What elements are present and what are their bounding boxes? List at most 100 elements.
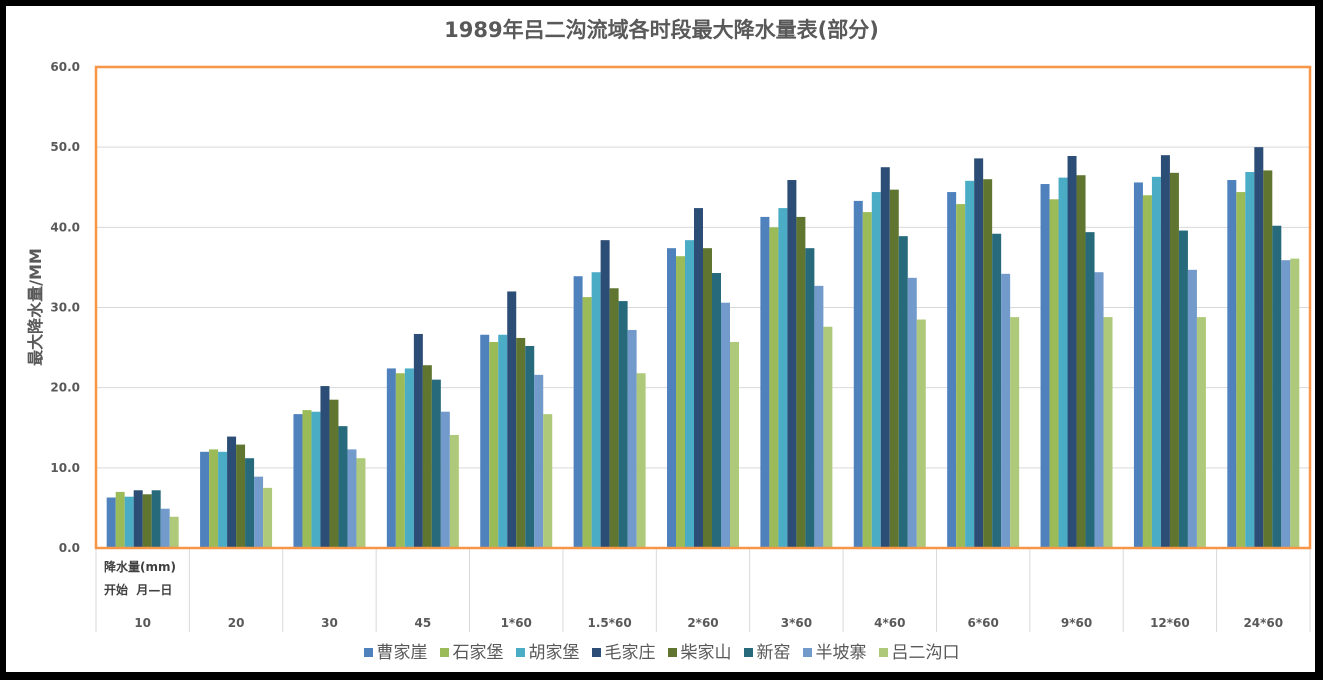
bar-半坡寨-6*60: [1001, 273, 1011, 548]
x-category-label: 24*60: [1243, 616, 1283, 630]
legend-item: 半坡寨: [802, 642, 867, 664]
bar-胡家堡-45: [404, 368, 414, 548]
bar-曹家崖-20: [200, 451, 210, 548]
bar-毛家庄-6*60: [974, 158, 984, 548]
bar-毛家庄-30: [320, 386, 330, 548]
bar-半坡寨-20: [254, 476, 264, 548]
bar-半坡寨-24*60: [1281, 260, 1291, 548]
bar-新窑-12*60: [1178, 230, 1188, 549]
bar-新窑-30: [338, 426, 348, 548]
bar-毛家庄-1*60: [507, 291, 517, 548]
bar-柴家山-4*60: [889, 189, 899, 548]
bar-毛家庄-45: [413, 333, 423, 548]
bar-柴家山-1.5*60: [609, 288, 619, 548]
x-category-label: 9*60: [1061, 616, 1092, 630]
table-row-label-rainfall: 降水量(mm): [104, 560, 176, 574]
bar-半坡寨-2*60: [721, 302, 730, 548]
bar-新窑-3*60: [805, 248, 815, 548]
plot-area-border: [94, 65, 1312, 550]
legend-label: 柴家山: [680, 643, 732, 663]
bar-毛家庄-24*60: [1254, 147, 1264, 548]
x-category-label: 2*60: [687, 616, 718, 630]
bar-胡家堡-20: [218, 451, 228, 548]
bar-毛家庄-2*60: [694, 208, 703, 549]
bar-吕二沟口-1.5*60: [636, 373, 646, 548]
table-row-label-start-date: 开始 月—日: [104, 583, 173, 597]
bar-曹家崖-2*60: [667, 248, 676, 548]
legend-swatch: [667, 648, 677, 657]
bar-半坡寨-3*60: [814, 285, 824, 548]
legend-label: 曹家崖: [376, 643, 428, 663]
bar-柴家山-12*60: [1169, 172, 1179, 548]
bar-石家堡-12*60: [1142, 195, 1152, 548]
legend-item: 吕二沟口: [878, 642, 960, 664]
y-tick-label: 10.0: [50, 461, 80, 475]
y-tick-label: 60.0: [50, 60, 80, 74]
bar-胡家堡-1*60: [498, 334, 508, 548]
legend-item: 柴家山: [667, 642, 732, 664]
bar-胡家堡-2*60: [685, 240, 694, 548]
bar-吕二沟口-10: [169, 516, 179, 548]
x-category-label: 4*60: [874, 616, 905, 630]
bar-半坡寨-12*60: [1187, 269, 1197, 548]
bar-柴家山-30: [329, 399, 339, 548]
bar-新窑-45: [431, 379, 441, 548]
bar-半坡寨-1.5*60: [627, 329, 637, 548]
legend-label: 新窑: [756, 643, 791, 663]
bar-胡家堡-12*60: [1151, 176, 1161, 548]
legend-label: 吕二沟口: [891, 643, 960, 663]
bar-吕二沟口-4*60: [916, 319, 926, 548]
bar-石家堡-9*60: [1049, 199, 1059, 548]
legend-swatch: [439, 648, 449, 657]
bar-胡家堡-9*60: [1058, 177, 1068, 548]
legend-swatch: [591, 648, 601, 657]
bar-吕二沟口-45: [449, 434, 459, 548]
bar-石家堡-10: [115, 491, 125, 548]
legend-swatch: [515, 648, 525, 657]
legend-item: 石家堡: [439, 642, 504, 664]
bar-曹家崖-30: [293, 414, 303, 548]
y-tick-label: 20.0: [50, 381, 80, 395]
x-category-label: 1*60: [501, 616, 532, 630]
legend-item: 曹家崖: [363, 642, 428, 664]
legend-item: 新窑: [743, 642, 791, 664]
bar-吕二沟口-24*60: [1290, 258, 1300, 548]
bar-柴家山-3*60: [796, 216, 806, 548]
bar-吕二沟口-12*60: [1196, 317, 1206, 548]
legend-label: 胡家堡: [528, 643, 580, 663]
bar-吕二沟口-20: [263, 487, 273, 548]
bar-柴家山-1*60: [516, 337, 526, 548]
bar-曹家崖-1*60: [480, 334, 490, 548]
legend-label: 毛家庄: [604, 643, 656, 663]
bar-新窑-6*60: [992, 233, 1002, 548]
bar-吕二沟口-6*60: [1010, 317, 1020, 548]
bar-石家堡-45: [395, 373, 405, 548]
chart-title: 1989年吕二沟流域各时段最大降水量表(部分): [444, 18, 879, 42]
bar-毛家庄-3*60: [787, 180, 797, 548]
x-category-label: 30: [321, 616, 338, 630]
x-category-label: 6*60: [967, 616, 998, 630]
bar-曹家崖-4*60: [853, 200, 863, 548]
bar-柴家山-2*60: [703, 248, 712, 548]
bar-石家堡-2*60: [676, 256, 685, 548]
bar-曹家崖-1.5*60: [573, 276, 583, 548]
legend-label: 半坡寨: [815, 643, 867, 663]
legend-item: 胡家堡: [515, 642, 580, 664]
bar-胡家堡-1.5*60: [591, 272, 601, 548]
bar-新窑-1.5*60: [618, 301, 628, 548]
legend-label: 石家堡: [452, 643, 504, 663]
bar-新窑-20: [245, 458, 255, 548]
bar-曹家崖-10: [106, 497, 116, 548]
bar-石家堡-24*60: [1236, 192, 1246, 548]
bar-半坡寨-4*60: [907, 277, 917, 548]
bar-新窑-24*60: [1272, 225, 1282, 549]
bar-新窑-9*60: [1085, 232, 1095, 549]
bar-石家堡-4*60: [862, 212, 872, 548]
bar-半坡寨-9*60: [1094, 272, 1104, 548]
bar-毛家庄-12*60: [1160, 155, 1170, 548]
legend-swatch: [743, 648, 753, 657]
bar-柴家山-24*60: [1263, 170, 1273, 549]
bar-吕二沟口-3*60: [823, 326, 833, 548]
bar-吕二沟口-2*60: [730, 341, 739, 548]
bar-柴家山-6*60: [983, 179, 993, 548]
